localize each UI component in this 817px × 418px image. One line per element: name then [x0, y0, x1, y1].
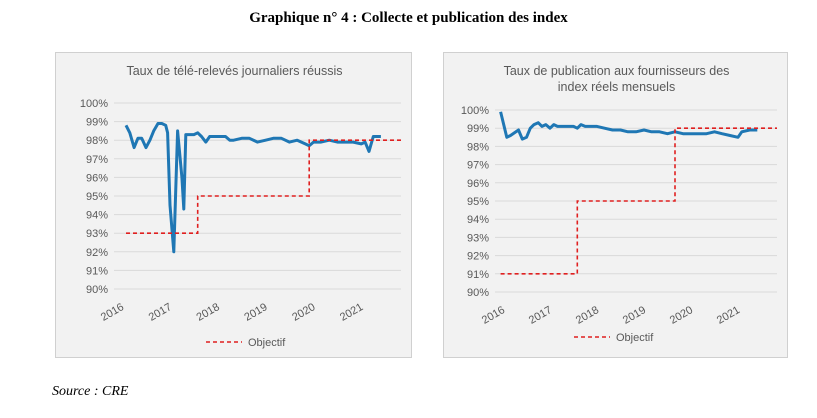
y-tick-label: 97%	[467, 160, 489, 172]
chart-title: Taux de publication aux fournisseurs des	[504, 64, 730, 78]
y-tick-label: 93%	[467, 232, 489, 244]
y-tick-label: 90%	[86, 284, 108, 296]
legend-label: Objectif	[616, 332, 654, 344]
x-tick-label: 2016	[99, 301, 126, 324]
x-tick-label: 2020	[668, 304, 695, 327]
y-tick-label: 100%	[80, 98, 108, 110]
y-tick-label: 94%	[467, 214, 489, 226]
y-tick-label: 93%	[86, 228, 108, 240]
y-tick-label: 94%	[86, 210, 108, 222]
chart-panel-daily-readings: Taux de télé-relevés journaliers réussis…	[55, 52, 412, 358]
y-tick-label: 95%	[86, 191, 108, 203]
objective-line	[500, 127, 777, 275]
x-tick-label: 2018	[195, 301, 222, 324]
x-tick-label: 2019	[621, 304, 648, 327]
chart-monthly-publication: Taux de publication aux fournisseurs des…	[461, 64, 777, 344]
source-note: Source : CRE	[52, 384, 129, 399]
x-tick-label: 2016	[480, 304, 507, 327]
x-tick-label: 2017	[147, 301, 174, 324]
x-tick-label: 2020	[290, 301, 317, 324]
chart-panel-monthly-publication: Taux de publication aux fournisseurs des…	[443, 52, 788, 358]
legend-label: Objectif	[248, 337, 286, 349]
series-line	[124, 122, 381, 254]
y-tick-label: 99%	[467, 123, 489, 135]
y-tick-label: 91%	[86, 265, 108, 277]
y-tick-label: 97%	[86, 154, 108, 166]
page-title: Graphique n° 4 : Collecte et publication…	[249, 10, 568, 26]
x-tick-label: 2017	[527, 304, 554, 327]
y-tick-label: 91%	[467, 269, 489, 281]
y-tick-label: 90%	[467, 287, 489, 299]
x-tick-label: 2021	[338, 301, 365, 324]
y-tick-label: 92%	[86, 247, 108, 259]
y-tick-label: 92%	[467, 251, 489, 263]
x-tick-label: 2018	[574, 304, 601, 327]
chart-daily-readings: Taux de télé-relevés journaliers réussis…	[80, 64, 401, 349]
y-tick-label: 98%	[86, 135, 108, 147]
x-tick-label: 2019	[242, 301, 269, 324]
chart-title: index réels mensuels	[558, 80, 675, 94]
series-line	[499, 111, 758, 141]
y-tick-label: 100%	[461, 105, 489, 117]
x-tick-label: 2021	[715, 304, 742, 327]
objective-line	[126, 139, 401, 234]
y-tick-label: 96%	[86, 172, 108, 184]
y-tick-label: 95%	[467, 196, 489, 208]
y-tick-label: 99%	[86, 117, 108, 129]
chart-title: Taux de télé-relevés journaliers réussis	[126, 64, 342, 78]
y-tick-label: 98%	[467, 141, 489, 153]
y-tick-label: 96%	[467, 178, 489, 190]
